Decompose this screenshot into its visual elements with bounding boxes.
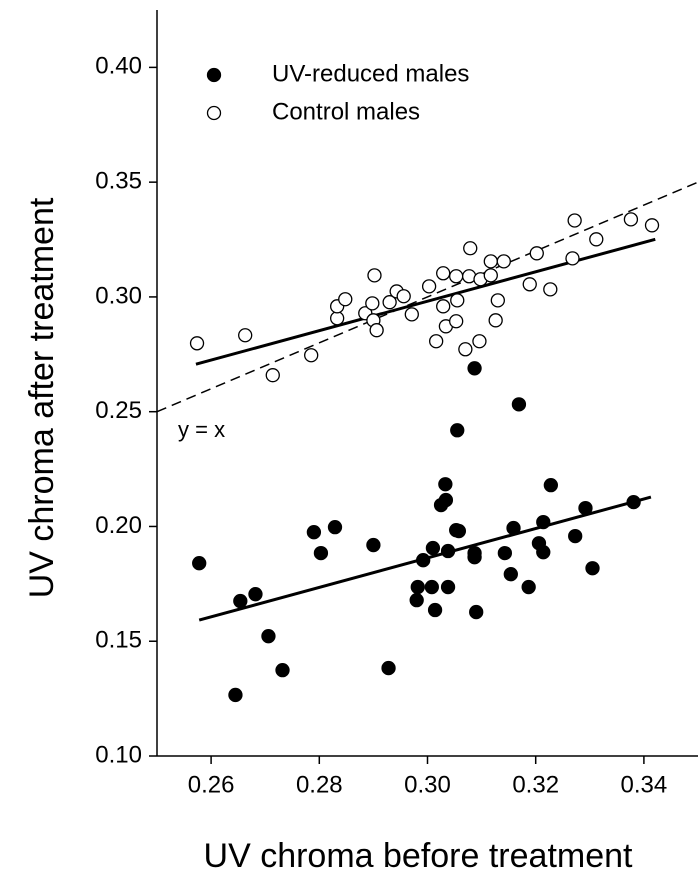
point [578, 500, 593, 516]
point [458, 342, 473, 357]
point [644, 218, 660, 233]
legend-label: UV-reduced males [272, 60, 469, 87]
point [365, 296, 380, 311]
point [567, 213, 582, 228]
point [496, 254, 511, 269]
point [304, 348, 319, 363]
y-tick-label: 0.30 [95, 282, 142, 309]
point [536, 545, 551, 560]
x-axis-title: UV chroma before treatment [204, 837, 634, 875]
reference-label: y = x [178, 417, 225, 442]
y-tick-label: 0.20 [95, 512, 142, 539]
point [536, 514, 551, 530]
point [543, 282, 558, 297]
point [483, 254, 498, 269]
point [521, 579, 536, 595]
point [396, 289, 411, 304]
point [436, 299, 451, 314]
point [467, 550, 482, 565]
x-tick-label: 0.26 [188, 771, 235, 798]
point [449, 269, 464, 284]
point [233, 593, 248, 609]
point [469, 604, 484, 620]
point [450, 293, 465, 308]
legend-label: Control males [272, 98, 420, 125]
point [228, 687, 243, 703]
point [238, 328, 253, 343]
point [382, 295, 397, 310]
point [421, 279, 437, 294]
y-tick-label: 0.10 [95, 741, 142, 768]
point [449, 314, 464, 329]
point [463, 241, 478, 256]
point [381, 660, 396, 676]
point [626, 494, 641, 510]
point [565, 251, 580, 266]
point [451, 523, 467, 539]
point [192, 556, 207, 571]
x-tick-label: 0.28 [296, 771, 343, 798]
point [438, 492, 454, 508]
point [483, 268, 498, 283]
point [503, 567, 518, 582]
point [438, 477, 453, 492]
point [189, 336, 205, 351]
point [366, 537, 381, 553]
point [330, 311, 345, 326]
point [497, 545, 513, 561]
x-tick-label: 0.34 [621, 771, 668, 798]
legend-marker [206, 105, 222, 121]
y-tick-label: 0.35 [95, 167, 142, 194]
point [467, 361, 482, 376]
point [568, 528, 583, 544]
reference-line [156, 181, 698, 413]
point [425, 540, 441, 556]
point [410, 579, 425, 595]
point [429, 334, 444, 349]
point [440, 579, 456, 595]
point [306, 525, 322, 540]
x-tick-label: 0.32 [512, 771, 559, 798]
point [275, 663, 290, 678]
point [529, 246, 544, 261]
point [585, 561, 600, 576]
legend-marker [206, 67, 222, 83]
point [511, 397, 527, 412]
point [409, 592, 424, 608]
point [338, 292, 353, 307]
point [490, 293, 505, 308]
y-axis-title: UV chroma after treatment [23, 197, 61, 598]
point [404, 307, 419, 322]
point [488, 313, 503, 328]
point [472, 334, 487, 349]
point [416, 553, 431, 568]
point [522, 277, 537, 292]
x-tick-label: 0.30 [404, 771, 451, 798]
point [327, 520, 343, 535]
fit-line [195, 237, 656, 366]
point [369, 323, 384, 338]
point [506, 520, 521, 536]
point [265, 368, 280, 383]
point [248, 587, 263, 602]
y-tick-label: 0.40 [95, 53, 142, 80]
point [367, 268, 382, 283]
point [261, 629, 276, 644]
y-tick-label: 0.25 [95, 397, 142, 424]
point [436, 266, 451, 281]
y-tick-label: 0.15 [95, 627, 142, 654]
point [450, 423, 465, 438]
point [589, 232, 604, 247]
point [424, 579, 439, 595]
point [427, 602, 443, 618]
point [440, 543, 456, 559]
point [313, 545, 329, 561]
point [543, 477, 558, 493]
point [623, 212, 639, 227]
